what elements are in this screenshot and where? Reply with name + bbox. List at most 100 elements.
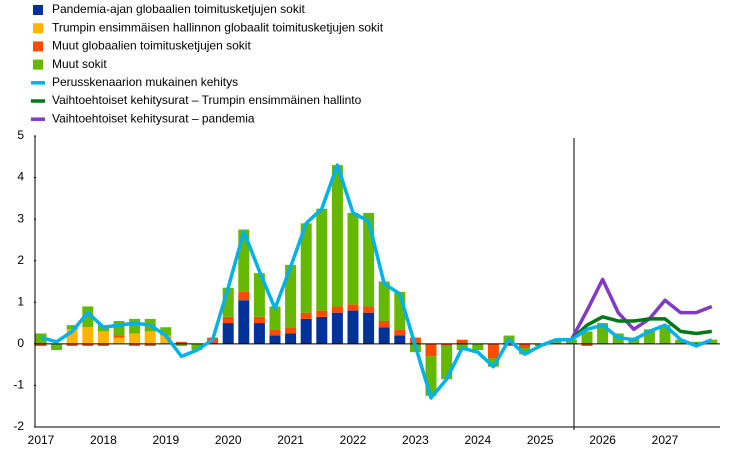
bar (472, 343, 484, 351)
bar (643, 329, 655, 344)
bar (441, 343, 453, 346)
x-tick-label: 2018 (90, 433, 117, 447)
line (569, 277, 713, 341)
y-tick-label: 0 (17, 336, 24, 350)
bar (519, 343, 531, 349)
bar (363, 212, 375, 307)
y-tick-label: 2 (17, 253, 24, 267)
bar (51, 343, 63, 351)
legend-label: Muut globaalien toimitusketjujen sokit (52, 39, 251, 53)
legend-swatch (33, 5, 43, 15)
bar (347, 212, 359, 305)
bar (316, 310, 328, 317)
bar (113, 335, 125, 338)
bar (160, 327, 172, 336)
bar (425, 356, 437, 396)
bar (300, 318, 312, 344)
bar (394, 329, 406, 336)
x-tick-label: 2026 (589, 433, 616, 447)
bar (675, 339, 687, 344)
bar (316, 316, 328, 344)
bar (82, 343, 94, 346)
bar (113, 337, 125, 344)
bar (581, 343, 593, 346)
bar (129, 333, 141, 344)
bar (316, 208, 328, 311)
bar (82, 306, 94, 328)
bar (238, 300, 250, 344)
bar (160, 335, 172, 344)
x-tick-label: 2024 (464, 433, 491, 447)
bar (487, 358, 499, 367)
bar (285, 333, 297, 344)
bar (113, 320, 125, 336)
bar (285, 264, 297, 328)
bar (238, 229, 250, 292)
bar (66, 343, 78, 346)
bar (175, 341, 187, 344)
x-tick-label: 2021 (277, 433, 304, 447)
y-tick-label: -2 (13, 419, 24, 433)
legend-label: Trumpin ensimmäisen hallinnon globaalit … (52, 20, 384, 34)
legend-label: Muut sokit (52, 57, 107, 71)
bar (253, 316, 265, 324)
bar (222, 316, 234, 324)
bar (394, 335, 406, 344)
bar (35, 343, 47, 346)
bar (347, 304, 359, 311)
bar (363, 306, 375, 313)
bar (269, 335, 281, 344)
x-tick-label: 2022 (340, 433, 367, 447)
bar (222, 287, 234, 317)
legend-swatch (33, 41, 43, 52)
bar (597, 323, 609, 344)
bar (300, 223, 312, 313)
x-tick-label: 2017 (28, 433, 55, 447)
bar (659, 325, 671, 344)
bar (378, 320, 390, 328)
legend-label: Vaihtoehtoiset kehitysurat – Trumpin ens… (52, 93, 362, 107)
bar (129, 343, 141, 346)
bar (378, 281, 390, 321)
bar (82, 327, 94, 344)
bar (129, 318, 141, 334)
bar (253, 323, 265, 344)
legend-label: Vaihtoehtoiset kehitysurat – pandemia (52, 111, 255, 125)
y-tick-label: 4 (17, 170, 24, 184)
bar (331, 306, 343, 313)
bar (300, 312, 312, 319)
bar (487, 343, 499, 359)
bar (690, 341, 702, 344)
line (570, 315, 713, 341)
legend-swatch (33, 23, 43, 34)
legend-label: Pandemia-ajan globaalien toimitusketjuje… (52, 2, 305, 16)
legend-label: Perusskenaarion mukainen kehitys (52, 75, 238, 89)
y-tick-label: 5 (17, 128, 24, 142)
bar (456, 339, 468, 344)
legend-swatch (33, 59, 43, 70)
x-tick-label: 2027 (652, 433, 679, 447)
bar (66, 329, 78, 344)
bar (269, 306, 281, 330)
bar (253, 273, 265, 317)
bar (331, 312, 343, 344)
x-tick-label: 2023 (402, 433, 429, 447)
x-tick-label: 2020 (215, 433, 242, 447)
bar (550, 339, 562, 344)
bar (394, 291, 406, 330)
bar (238, 291, 250, 301)
x-tick-label: 2025 (527, 433, 554, 447)
bar (503, 343, 515, 346)
bar (144, 331, 156, 344)
bar (285, 327, 297, 334)
y-tick-label: -1 (13, 378, 24, 392)
bar (425, 343, 437, 357)
bar (97, 343, 109, 346)
bar (269, 329, 281, 336)
bar (97, 331, 109, 344)
bar (706, 339, 718, 344)
bar (441, 345, 453, 380)
bar (565, 339, 577, 344)
bar (378, 327, 390, 344)
